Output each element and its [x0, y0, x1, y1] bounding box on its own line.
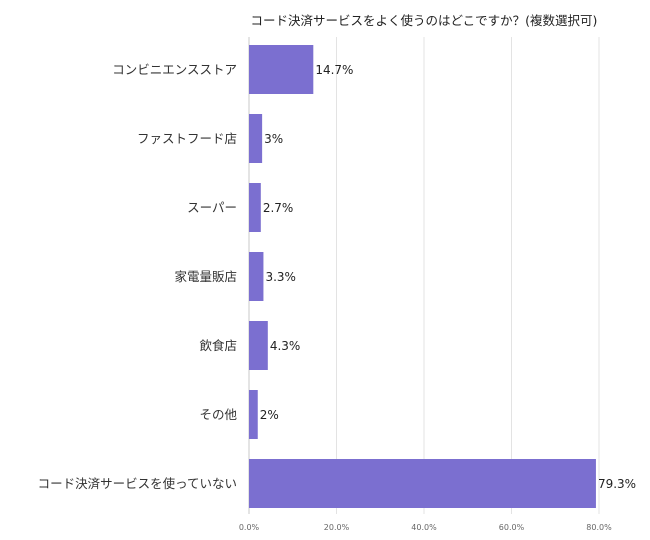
data-label-1: 3%	[264, 132, 283, 146]
x-tick-labels: 0.0% 20.0% 40.0% 60.0% 80.0%	[239, 523, 612, 532]
x-tick-label-2: 40.0%	[411, 523, 437, 532]
category-label-4: 飲食店	[199, 338, 237, 353]
category-label-6: コード決済サービスを使っていない	[38, 476, 237, 491]
bar-3	[249, 252, 264, 301]
data-labels: 14.7% 3% 2.7% 3.3% 4.3% 2% 79.3%	[260, 63, 636, 491]
x-tick-label-1: 20.0%	[324, 523, 350, 532]
x-tick-label-0: 0.0%	[239, 523, 260, 532]
bar-2	[249, 183, 261, 232]
x-tick-label-4: 80.0%	[586, 523, 612, 532]
bar-4	[249, 321, 268, 370]
category-label-2: スーパー	[187, 200, 237, 215]
data-label-4: 4.3%	[270, 339, 301, 353]
data-label-0: 14.7%	[315, 63, 353, 77]
bar-1	[249, 114, 263, 163]
bars	[249, 45, 596, 508]
data-label-2: 2.7%	[263, 201, 294, 215]
chart-title: コード決済サービスをよく使うのはどこですか？(複数選択可)	[251, 13, 598, 28]
bar-5	[249, 390, 258, 439]
x-tick-label-3: 60.0%	[499, 523, 525, 532]
category-label-3: 家電量販店	[174, 269, 237, 284]
category-labels: コンビニエンスストアファストフード店スーパー家電量販店飲食店その他コード決済サー…	[38, 62, 238, 491]
bar-6	[249, 459, 596, 508]
data-label-3: 3.3%	[265, 270, 296, 284]
bar-0	[249, 45, 314, 94]
data-label-5: 2%	[260, 408, 279, 422]
data-label-6: 79.3%	[598, 477, 636, 491]
category-label-1: ファストフード店	[137, 131, 237, 146]
category-label-5: その他	[199, 407, 237, 422]
grid-lines	[336, 37, 600, 514]
category-label-0: コンビニエンスストア	[112, 62, 237, 77]
